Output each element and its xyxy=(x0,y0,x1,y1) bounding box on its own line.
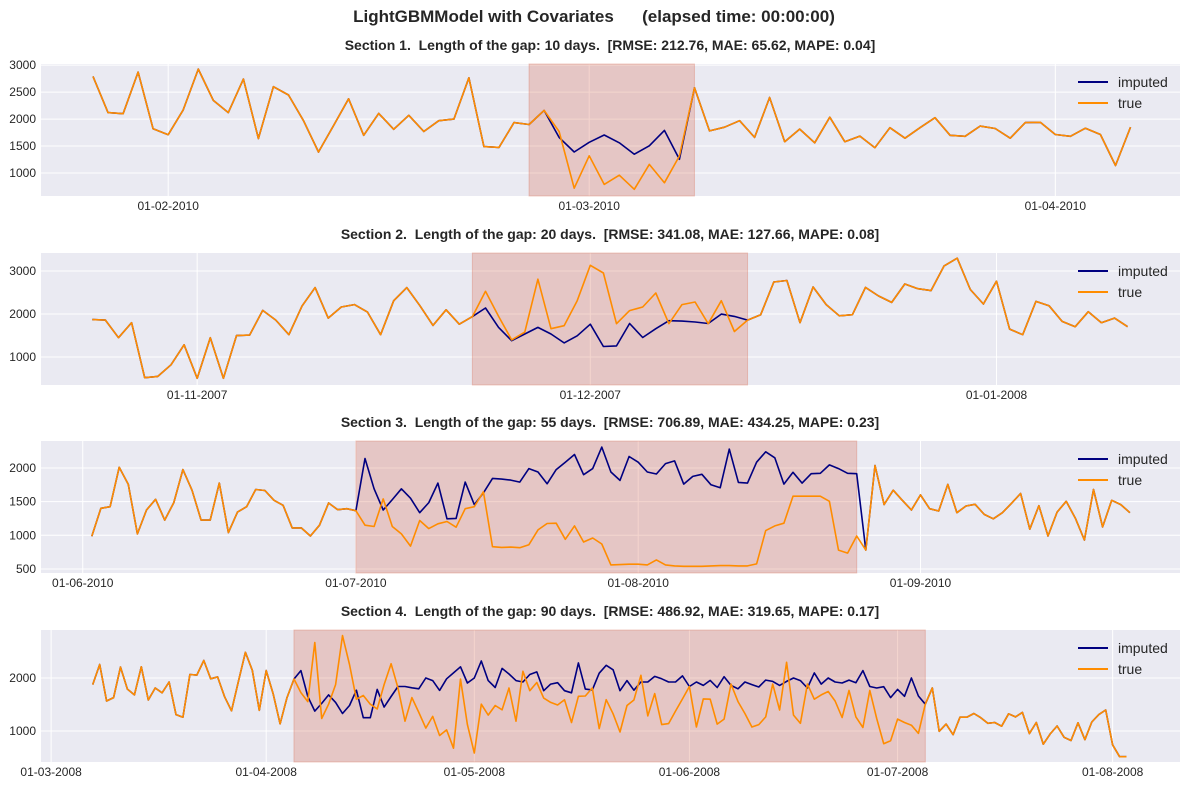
y-tick-label: 1000 xyxy=(9,528,36,542)
legend-label-true: true xyxy=(1118,472,1142,488)
x-tick-label: 01-02-2010 xyxy=(137,199,199,213)
plot-background xyxy=(41,630,1180,762)
gap-shaded-region xyxy=(471,252,749,386)
x-tick-label: 01-06-2010 xyxy=(52,576,114,590)
x-tick-label: 01-01-2008 xyxy=(966,388,1028,402)
section-1-title: Section 1. Length of the gap: 10 days. [… xyxy=(345,37,876,53)
x-tick-label: 01-03-2010 xyxy=(559,199,621,213)
panel-section-4: 1000 2000 01-03-2008 01-04-2008 01-05-2008 01… xyxy=(9,629,1180,779)
figure-title: LightGBMModel with Covariates (elapsed t… xyxy=(353,7,835,26)
y-tick-label: 2000 xyxy=(9,671,36,685)
x-tick-label: 01-08-2010 xyxy=(608,576,670,590)
x-tick-label: 01-04-2008 xyxy=(236,765,298,779)
legend-label-imputed: imputed xyxy=(1118,640,1168,656)
panel-section-1: 1000 1500 2000 2500 3000 01-02-2010 01-03-2010… xyxy=(9,58,1180,213)
y-tick-label: 2000 xyxy=(9,112,36,126)
y-tick-label: 2500 xyxy=(9,85,36,99)
y-tick-label: 2000 xyxy=(9,307,36,321)
x-tick-label: 01-11-2007 xyxy=(167,388,228,402)
y-tick-label: 3000 xyxy=(9,264,36,278)
gap-shaded-region xyxy=(355,440,858,574)
plot-background xyxy=(41,441,1180,573)
series-line-true xyxy=(91,634,1127,758)
x-tick-label: 01-06-2008 xyxy=(659,765,721,779)
section-2-title: Section 2. Length of the gap: 20 days. [… xyxy=(341,226,879,242)
y-tick-label: 500 xyxy=(16,562,36,576)
legend: imputed true xyxy=(1078,640,1168,677)
y-tick-label: 1000 xyxy=(9,166,36,180)
x-tick-label: 01-07-2010 xyxy=(325,576,387,590)
gap-shaded-region xyxy=(528,63,695,197)
section-4-title: Section 4. Length of the gap: 90 days. [… xyxy=(341,603,879,619)
x-tick-label: 01-04-2010 xyxy=(1025,199,1087,213)
panel-section-3: 500 1000 1500 2000 01-06-2010 01-07-2010 01-08… xyxy=(9,440,1180,590)
legend: imputed true xyxy=(1078,74,1168,111)
legend-label-true: true xyxy=(1118,95,1142,111)
legend-label-imputed: imputed xyxy=(1118,74,1168,90)
series-line-true xyxy=(92,68,1132,191)
section-3-title: Section 3. Length of the gap: 55 days. [… xyxy=(341,414,879,430)
series-line-true xyxy=(91,464,1131,568)
y-tick-label: 1000 xyxy=(9,724,36,738)
legend: imputed true xyxy=(1078,263,1168,300)
legend: imputed true xyxy=(1078,451,1168,488)
legend-label-imputed: imputed xyxy=(1118,263,1168,279)
y-tick-label: 3000 xyxy=(9,58,36,72)
plot-background xyxy=(41,64,1180,196)
y-tick-label: 1500 xyxy=(9,139,36,153)
panel-section-2: 1000 2000 3000 01-11-2007 01-12-2007 01-01-20… xyxy=(9,252,1180,402)
x-tick-label: 01-07-2008 xyxy=(867,765,929,779)
y-tick-label: 1000 xyxy=(9,350,36,364)
x-tick-label: 01-12-2007 xyxy=(560,388,622,402)
x-tick-label: 01-08-2008 xyxy=(1082,765,1144,779)
plot-background xyxy=(41,253,1180,385)
legend-label-imputed: imputed xyxy=(1118,451,1168,467)
y-tick-label: 2000 xyxy=(9,461,36,475)
series-line-true xyxy=(92,257,1129,380)
legend-label-true: true xyxy=(1118,661,1142,677)
y-tick-label: 1500 xyxy=(9,495,36,509)
x-tick-label: 01-03-2008 xyxy=(20,765,82,779)
legend-label-true: true xyxy=(1118,284,1142,300)
x-tick-label: 01-05-2008 xyxy=(444,765,506,779)
x-tick-label: 01-09-2010 xyxy=(890,576,952,590)
